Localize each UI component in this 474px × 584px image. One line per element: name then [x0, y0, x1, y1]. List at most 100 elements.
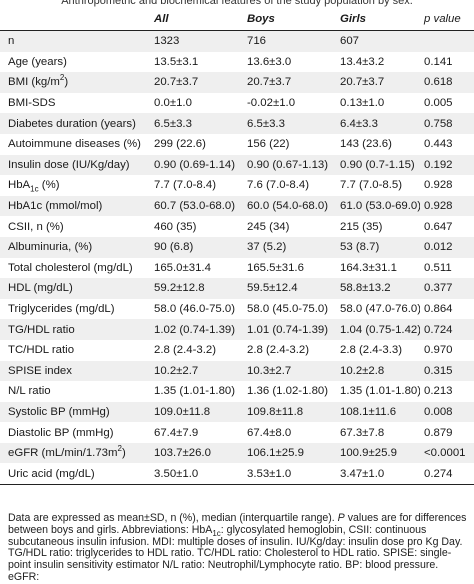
cell-girls: 58.8±13.2 — [332, 278, 420, 299]
header-cell-p-value: p value — [420, 8, 474, 31]
row-label: Diastolic BP (mmHg) — [0, 422, 146, 443]
cell-girls: 215 (35) — [332, 216, 420, 237]
cell-girls: 164.3±31.1 — [332, 257, 420, 279]
cell-p-value: 0.012 — [420, 236, 474, 258]
cell-boys: 3.53±1.0 — [239, 463, 332, 486]
cell-all: 109.0±11.8 — [146, 401, 239, 423]
cell-all: 165.0±31.4 — [146, 257, 239, 279]
cell-p-value: 0.274 — [420, 463, 474, 486]
header-row: All Boys Girls p value — [0, 8, 474, 31]
table-row: HbA1c (mmol/mol) 60.7 (53.0-68.0) 60.0 (54… — [0, 195, 474, 217]
cell-girls: 7.7 (7.0-8.5) — [332, 175, 420, 196]
row-label-text: Age (years) — [8, 55, 67, 68]
table-row: Systolic BP (mmHg) 109.0±11.8 109.8±11.8 10… — [0, 401, 474, 423]
cell-girls: 108.1±11.6 — [332, 401, 420, 423]
data-table: All Boys Girls p value n 1323 716 607 Age (y… — [0, 8, 474, 486]
row-label: Age (years) — [0, 51, 146, 73]
table-row: BMI-SDS 0.0±1.0 -0.02±1.0 0.13±1.0 0.005 — [0, 92, 474, 114]
row-label-text: N/L ratio — [8, 385, 51, 398]
cell-boys: 13.6±3.0 — [239, 51, 332, 73]
cell-all: 13.5±3.1 — [146, 51, 239, 73]
row-label-text: eGFR (mL/min/1.73m — [8, 447, 118, 460]
table-row: eGFR (mL/min/1.73m2) 103.7±26.0 106.1±25.9… — [0, 442, 474, 464]
table-row: n 1323 716 607 — [0, 30, 474, 52]
cell-boys: 20.7±3.7 — [239, 72, 332, 93]
row-label-text: TG/HDL ratio — [8, 323, 75, 336]
cell-all: 7.7 (7.0-8.4) — [146, 175, 239, 196]
cell-all: 60.7 (53.0-68.0) — [146, 195, 239, 217]
cell-all: 10.2±2.7 — [146, 360, 239, 382]
cell-boys: 156 (22) — [239, 133, 332, 155]
cell-p-value: 0.647 — [420, 216, 474, 237]
row-label: Albuminuria, (%) — [0, 236, 146, 258]
footnote-p-symbol: P — [337, 512, 345, 524]
cell-boys: 165.5±31.6 — [239, 257, 332, 279]
row-label-suffix: ) — [121, 447, 126, 460]
table-row: Triglycerides (mg/dL) 58.0 (46.0-75.0) 58.… — [0, 298, 474, 320]
cell-all: 0.0±1.0 — [146, 92, 239, 114]
cell-boys: 245 (34) — [239, 216, 332, 237]
cell-p-value: 0.377 — [420, 278, 474, 299]
row-label: BMI (kg/m2) — [0, 72, 146, 93]
row-label: Diabetes duration (years) — [0, 113, 146, 134]
table-row: N/L ratio 1.35 (1.01-1.80) 1.36 (1.02-1.80… — [0, 381, 474, 402]
cell-girls: 20.7±3.7 — [332, 72, 420, 93]
header-cell-boys: Boys — [239, 8, 332, 31]
cell-all: 0.90 (0.69-1.14) — [146, 154, 239, 176]
cell-p-value — [420, 30, 474, 52]
row-label: TC/HDL ratio — [0, 339, 146, 361]
row-label: Insulin dose (IU/Kg/day) — [0, 154, 146, 176]
cell-girls: 100.9±25.9 — [332, 442, 420, 464]
cell-all: 90 (6.8) — [146, 236, 239, 258]
cell-girls: 3.47±1.0 — [332, 463, 420, 486]
cell-all: 59.2±12.8 — [146, 278, 239, 299]
row-label-superscript: 2 — [59, 73, 65, 83]
table-footnote: Data are expressed as mean±SD, n (%), me… — [8, 512, 470, 584]
cell-boys: -0.02±1.0 — [239, 92, 332, 114]
cell-p-value: 0.724 — [420, 319, 474, 340]
cell-p-value: 0.511 — [420, 257, 474, 279]
cell-all: 6.5±3.3 — [146, 113, 239, 134]
row-label-text: Triglycerides (mg/dL) — [8, 303, 115, 316]
row-label-suffix: (%) — [38, 179, 60, 192]
cell-p-value: 0.008 — [420, 401, 474, 423]
table-row: Albuminuria, (%) 90 (6.8) 37 (5.2) 53 (8.7)… — [0, 236, 474, 258]
cell-boys: 60.0 (54.0-68.0) — [239, 195, 332, 217]
cell-all: 299 (22.6) — [146, 133, 239, 155]
table-row: BMI (kg/m2) 20.7±3.7 20.7±3.7 20.7±3.7 0.618 — [0, 72, 474, 93]
cell-girls: 1.35 (1.01-1.80) — [332, 381, 420, 402]
cell-boys: 0.90 (0.67-1.13) — [239, 154, 332, 176]
row-label-superscript: 2 — [117, 444, 122, 454]
header-cell-girls: Girls — [332, 8, 420, 31]
cell-boys: 37 (5.2) — [239, 236, 332, 258]
table-body: n 1323 716 607 Age (years) 13.5±3.1 13.6±3.0 13… — [0, 30, 474, 486]
cell-boys: 58.0 (45.0-75.0) — [239, 298, 332, 320]
table-row: Age (years) 13.5±3.1 13.6±3.0 13.4±3.2 0.141 — [0, 51, 474, 73]
cell-p-value: 0.192 — [420, 154, 474, 176]
table-row: Diastolic BP (mmHg) 67.4±7.9 67.4±8.0 67.3±… — [0, 422, 474, 443]
table-row: Diabetes duration (years) 6.5±3.3 6.5±3.3 6… — [0, 113, 474, 134]
cell-p-value: <0.0001 — [420, 442, 474, 464]
cell-girls: 0.90 (0.7-1.15) — [332, 154, 420, 176]
row-label: Triglycerides (mg/dL) — [0, 298, 146, 320]
row-label: Total cholesterol (mg/dL) — [0, 257, 146, 279]
cell-girls: 6.4±3.3 — [332, 113, 420, 134]
cell-boys: 716 — [239, 30, 332, 52]
footnote-sub: 1c — [212, 528, 221, 538]
row-label: n — [0, 30, 146, 52]
cell-girls: 2.8 (2.4-3.3) — [332, 339, 420, 361]
row-label-text: BMI-SDS — [8, 97, 56, 110]
cell-boys: 109.8±11.8 — [239, 401, 332, 423]
row-label: HbA1c (mmol/mol) — [0, 195, 146, 217]
table-row: SPISE index 10.2±2.7 10.3±2.7 10.2±2.8 0.315 — [0, 360, 474, 382]
row-label: HbA1c (%) — [0, 175, 146, 196]
row-label-text: Insulin dose (IU/Kg/day) — [8, 158, 130, 171]
table-row: TG/HDL ratio 1.02 (0.74-1.39) 1.01 (0.74-1… — [0, 319, 474, 340]
cell-all: 1.35 (1.01-1.80) — [146, 381, 239, 402]
cell-girls: 10.2±2.8 — [332, 360, 420, 382]
row-label-text: SPISE index — [8, 364, 72, 377]
table-row: HDL (mg/dL) 59.2±12.8 59.5±12.4 58.8±13.2 0.… — [0, 278, 474, 299]
cell-girls: 53 (8.7) — [332, 236, 420, 258]
cell-p-value: 0.928 — [420, 195, 474, 217]
cell-p-value: 0.005 — [420, 92, 474, 114]
